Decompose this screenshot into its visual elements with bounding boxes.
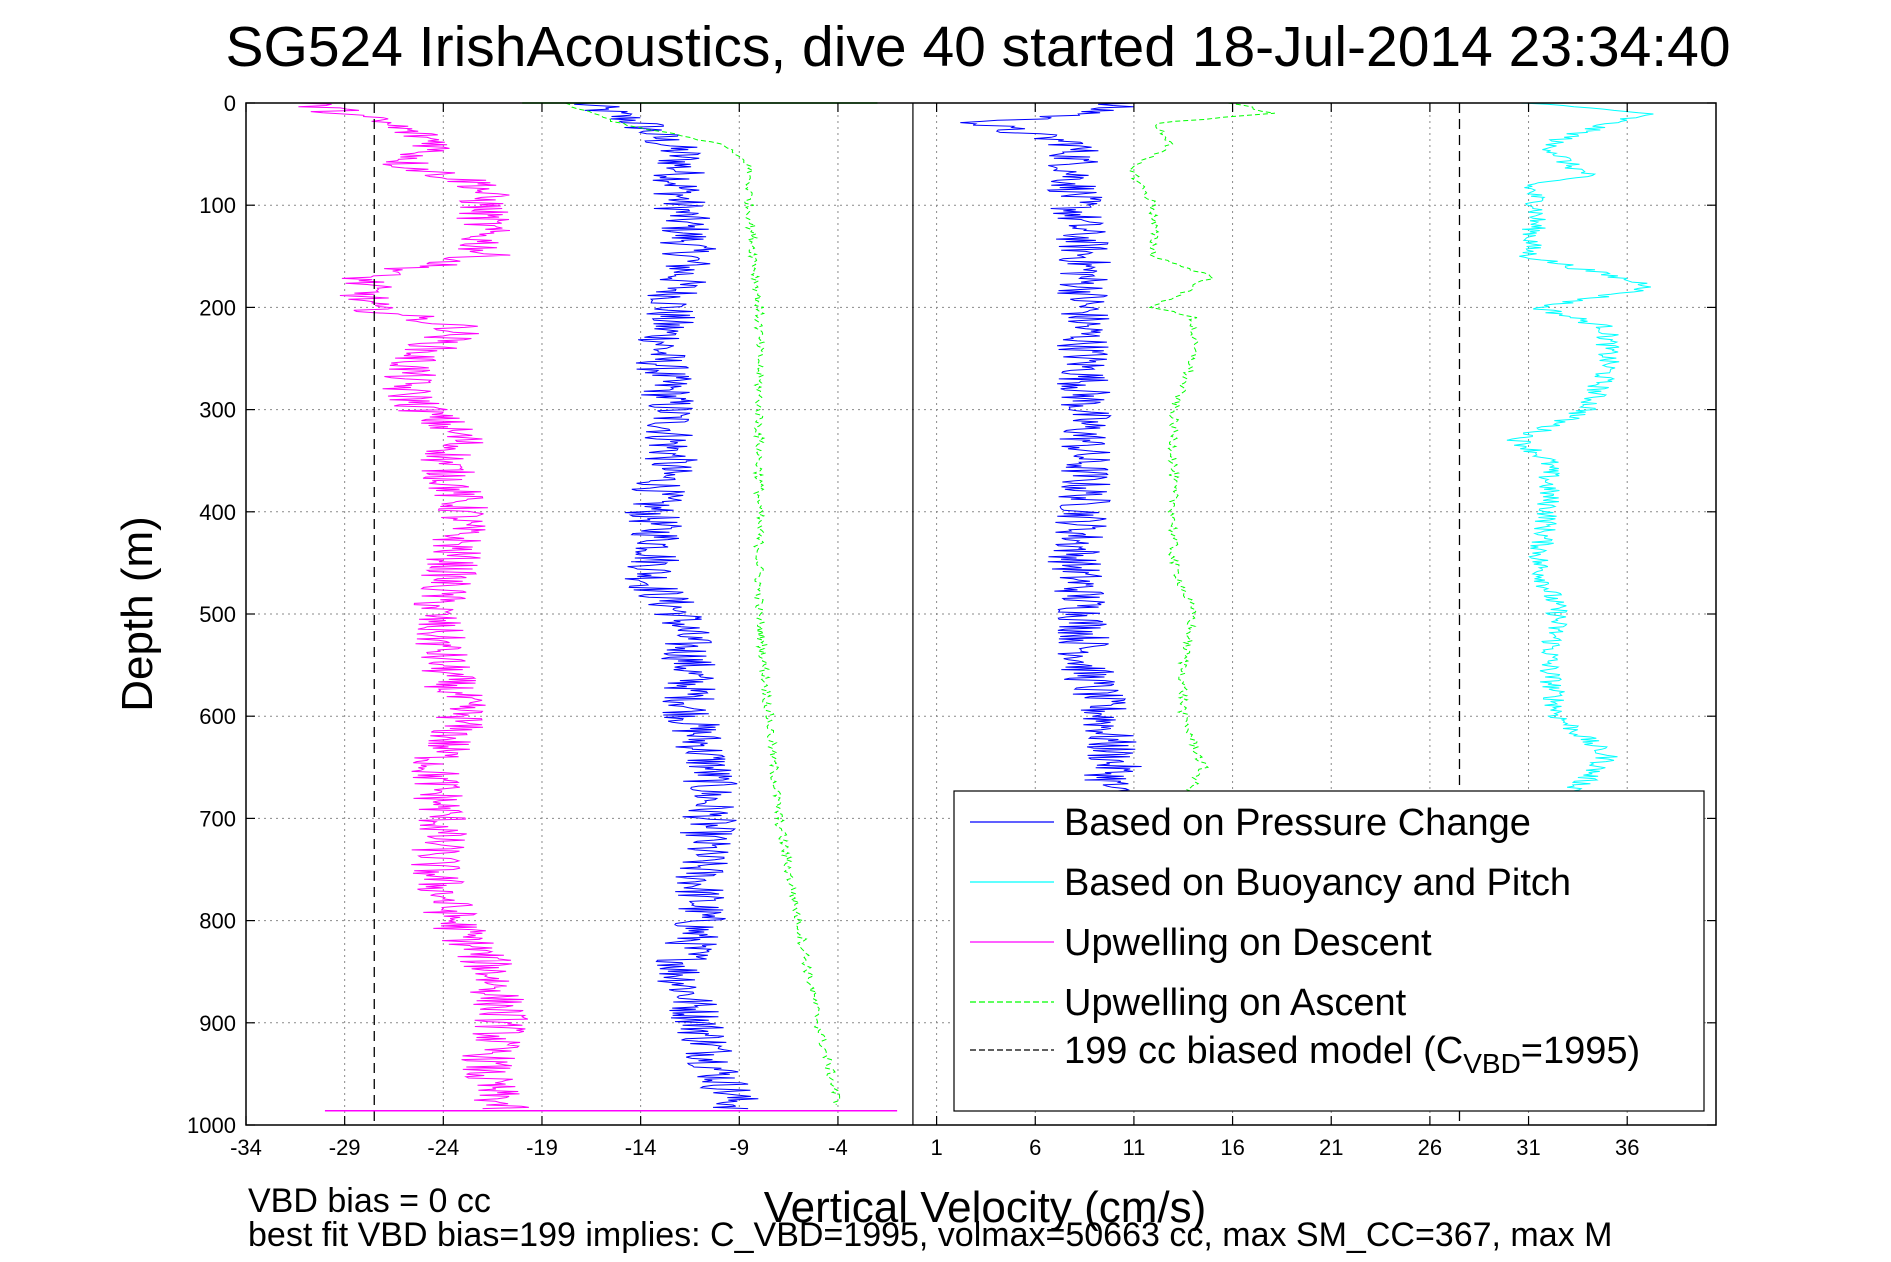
x-tick-label: -24 [427, 1135, 459, 1160]
y-tick-label: 500 [199, 602, 236, 627]
y-axis-label: Depth (m) [113, 516, 162, 712]
series-0-descent-line [574, 102, 759, 1110]
footer-line-1: VBD bias = 0 cc [248, 1182, 491, 1220]
axis-ticks: -34 -29 -24 -19 -14 -9 -4 1 6 11 16 21 26 31 360100200… [187, 91, 1716, 1160]
x-tick-label: 21 [1319, 1135, 1343, 1160]
y-tick-label: 400 [199, 500, 236, 525]
y-tick-label: 300 [199, 398, 236, 423]
y-tick-label: 700 [199, 806, 236, 831]
x-tick-label: -14 [625, 1135, 657, 1160]
y-tick-label: 600 [199, 704, 236, 729]
footer-line-2: best fit VBD bias=199 implies: C_VBD=199… [248, 1216, 1612, 1254]
legend-box [953, 790, 1705, 1112]
legend-label: Upwelling on Descent [1064, 922, 1432, 964]
y-tick-label: 100 [199, 193, 236, 218]
legend-label: Based on Pressure Change [1064, 802, 1531, 844]
x-tick-label: 11 [1122, 1135, 1145, 1160]
legend-label: 199 cc biased model (CVBD=1995) [1064, 1030, 1640, 1079]
x-tick-label: 16 [1220, 1135, 1244, 1160]
y-tick-label: 800 [199, 909, 236, 934]
x-tick-label: 6 [1029, 1135, 1041, 1160]
x-tick-label: -4 [828, 1135, 848, 1160]
chart-title: SG524 IrishAcoustics, dive 40 started 18… [225, 15, 1730, 79]
x-tick-label: 26 [1418, 1135, 1442, 1160]
legend-entries: Based on Pressure Change Based on Buoyanc… [970, 802, 1640, 1079]
legend-label: Based on Buoyancy and Pitch [1064, 862, 1571, 904]
x-tick-label: -9 [730, 1135, 750, 1160]
series-1-ascent-line [1506, 102, 1654, 798]
legend-label: Upwelling on Ascent [1064, 982, 1407, 1024]
x-tick-label: -29 [329, 1135, 361, 1160]
x-tick-label: -34 [230, 1135, 262, 1160]
x-tick-label: -19 [526, 1135, 558, 1160]
y-tick-label: 200 [199, 295, 236, 320]
legend: Based on Pressure Change Based on Buoyanc… [953, 790, 1705, 1112]
series-0-ascent-line [960, 102, 1142, 798]
series-3-descent-line [565, 102, 841, 1106]
x-axis-label: Vertical Velocity (cm/s) [764, 1183, 1207, 1232]
x-tick-label: 31 [1516, 1135, 1540, 1160]
x-tick-label: 36 [1615, 1135, 1639, 1160]
x-tick-label: 1 [930, 1135, 942, 1160]
series-2-descent-line [298, 102, 529, 1110]
y-tick-label: 0 [224, 91, 236, 116]
y-tick-label: 900 [199, 1011, 236, 1036]
y-tick-label: 1000 [187, 1113, 236, 1138]
